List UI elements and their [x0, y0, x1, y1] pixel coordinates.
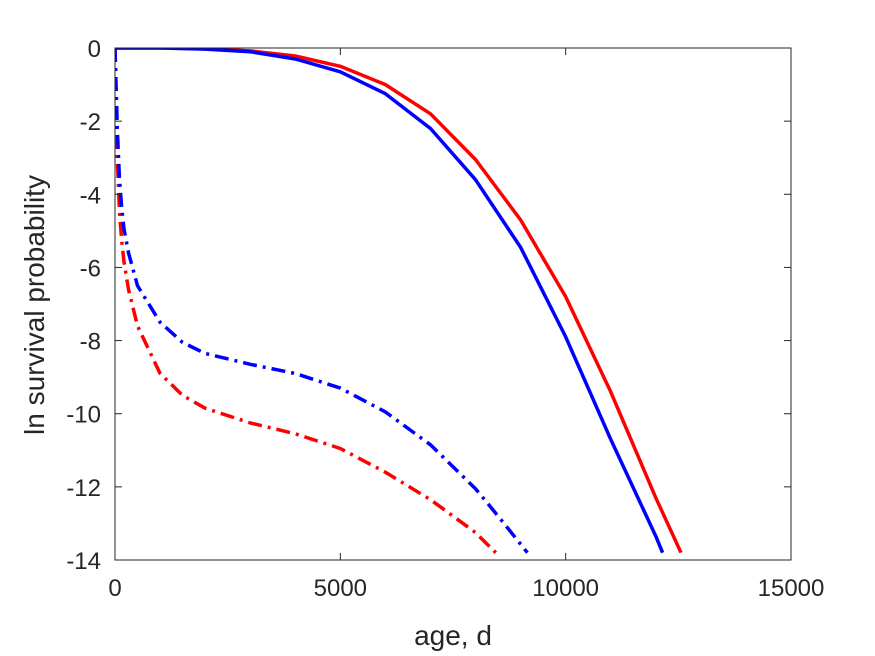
x-tick-label: 5000: [314, 575, 367, 602]
y-axis-label: ln survival probability: [19, 175, 50, 435]
y-tick-label: -2: [80, 109, 101, 136]
x-tick-label: 15000: [758, 575, 825, 602]
y-tick-label: -14: [66, 548, 101, 575]
y-tick-label: -8: [80, 329, 101, 356]
series-line-4: [115, 48, 529, 554]
plot-area: [114, 47, 792, 561]
y-axis: -14 -12 -10 -8 -6 -4 -2 0: [66, 36, 791, 575]
x-axis: 0 5000 10000 15000: [108, 48, 824, 602]
series-line-1: [115, 48, 683, 554]
plot-frame: [114, 47, 792, 561]
y-tick-label: -10: [66, 402, 101, 429]
x-tick-label: 0: [108, 575, 121, 602]
y-tick-label: -6: [80, 255, 101, 282]
y-tick-label: -4: [80, 182, 101, 209]
x-axis-label: age, d: [414, 620, 492, 651]
y-tick-label: 0: [88, 36, 101, 63]
x-tick-label: 10000: [532, 575, 599, 602]
y-tick-label: -12: [66, 475, 101, 502]
series-line-3: [115, 48, 498, 554]
series-line-2: [115, 48, 665, 554]
series-layer: [115, 48, 683, 554]
